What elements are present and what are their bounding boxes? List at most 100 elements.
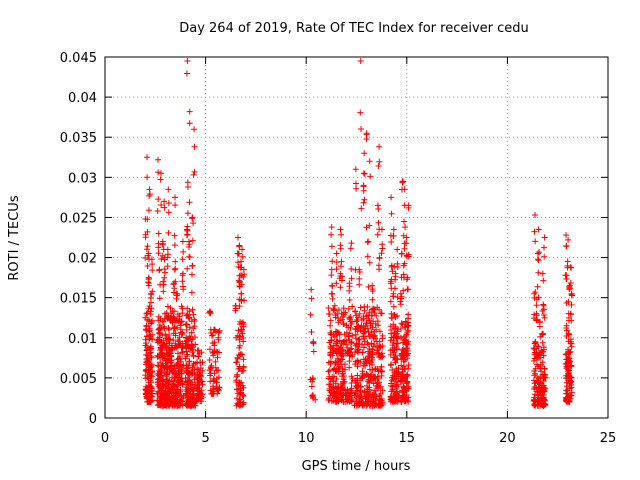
data-point — [146, 192, 153, 199]
data-point — [195, 353, 202, 360]
data-point — [334, 392, 341, 399]
data-point — [390, 226, 397, 233]
data-point — [362, 395, 369, 402]
data-point — [184, 379, 191, 386]
data-point — [564, 390, 570, 397]
data-point — [145, 316, 152, 323]
data-point — [541, 253, 548, 260]
data-point — [369, 288, 376, 294]
data-point — [240, 338, 247, 345]
data-point — [369, 296, 376, 303]
data-point — [537, 361, 544, 368]
data-point — [403, 333, 409, 339]
data-point — [165, 229, 172, 236]
data-point — [534, 353, 541, 360]
data-point — [143, 323, 150, 330]
data-point — [401, 186, 408, 193]
data-point — [177, 402, 184, 409]
data-point — [348, 266, 355, 272]
data-point — [397, 378, 404, 385]
data-point — [397, 298, 404, 305]
data-point — [397, 334, 404, 341]
data-point — [404, 286, 411, 293]
data-point — [328, 337, 335, 343]
data-point — [183, 312, 190, 319]
data-point — [333, 376, 340, 382]
data-point — [401, 218, 407, 225]
data-point — [186, 371, 193, 378]
data-point — [532, 380, 539, 387]
data-point — [178, 344, 185, 351]
data-point — [207, 378, 214, 385]
data-point — [178, 370, 185, 377]
data-point — [184, 210, 191, 217]
data-point — [370, 306, 377, 313]
data-point — [379, 353, 386, 360]
data-point — [541, 400, 548, 407]
data-point — [170, 281, 177, 288]
data-point — [538, 347, 545, 354]
data-point — [355, 349, 361, 356]
data-point — [165, 200, 172, 207]
data-point — [541, 234, 548, 241]
data-point — [325, 397, 332, 403]
data-point — [540, 397, 547, 404]
data-point — [155, 230, 162, 237]
data-point — [211, 377, 218, 384]
data-point — [190, 325, 197, 332]
data-point — [191, 334, 198, 341]
data-point — [328, 266, 335, 273]
x-tick-label: 15 — [399, 431, 416, 446]
data-point — [213, 367, 220, 374]
data-point — [341, 311, 348, 318]
data-point — [405, 204, 412, 211]
data-point — [389, 315, 395, 322]
data-point — [566, 349, 573, 356]
data-point — [206, 367, 213, 374]
data-point — [308, 329, 315, 335]
data-point — [168, 345, 175, 352]
data-point — [393, 340, 400, 347]
data-point — [393, 365, 400, 372]
data-point — [534, 256, 541, 263]
data-point — [232, 307, 239, 314]
data-point — [376, 143, 383, 150]
data-point — [142, 342, 149, 349]
data-point — [368, 312, 375, 319]
data-point — [398, 250, 405, 257]
data-point — [352, 166, 359, 173]
data-point — [308, 286, 315, 293]
data-point — [184, 402, 190, 409]
data-point — [236, 243, 243, 250]
data-point — [390, 233, 397, 239]
data-point — [164, 399, 171, 406]
data-point — [177, 388, 184, 395]
data-point — [190, 384, 197, 391]
data-point — [212, 364, 219, 371]
data-point — [356, 340, 363, 347]
data-point — [376, 255, 383, 262]
data-point — [155, 250, 162, 257]
data-point — [379, 226, 385, 233]
data-point — [235, 234, 241, 241]
data-point — [361, 170, 368, 177]
data-point — [326, 367, 333, 374]
y-tick-label: 0.04 — [68, 91, 97, 106]
data-point — [566, 283, 573, 290]
data-point — [173, 295, 180, 302]
data-point — [363, 131, 370, 138]
data-point — [328, 243, 335, 250]
data-point — [353, 358, 359, 365]
data-point — [157, 176, 164, 183]
data-point — [391, 354, 398, 361]
data-point — [365, 316, 372, 322]
data-point — [179, 381, 186, 388]
data-point — [360, 187, 367, 194]
data-point — [157, 366, 164, 373]
data-point — [540, 344, 547, 351]
data-point — [170, 330, 177, 337]
data-point — [215, 329, 222, 336]
data-point — [340, 391, 347, 398]
data-point — [170, 377, 177, 384]
data-point — [400, 383, 407, 390]
